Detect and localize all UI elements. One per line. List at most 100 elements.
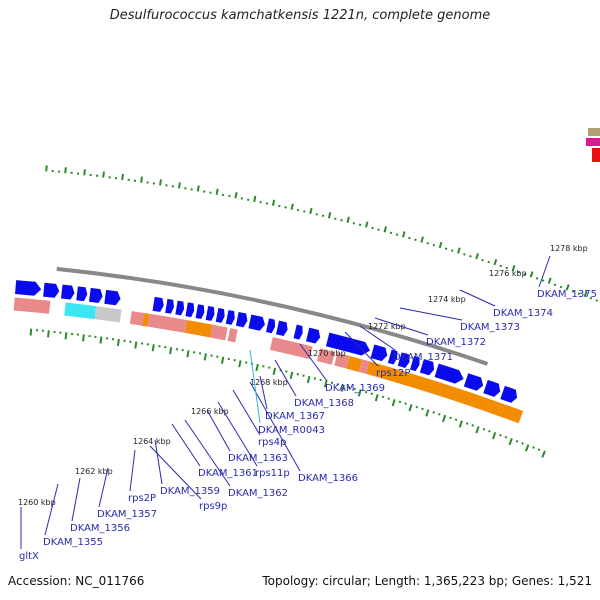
outer-tick (481, 258, 484, 262)
kbp-label: 1278 kbp (550, 244, 588, 253)
kbp-tick-marks: 1260 kbp 1262 kbp 1264 kbp 1266 kbp 1268 kbp… (18, 244, 588, 507)
leader-line (299, 343, 328, 382)
outer-tick (529, 271, 534, 278)
outer-tick (83, 169, 86, 176)
outer-tick (565, 284, 570, 291)
cog-segment-6 (185, 320, 213, 338)
inner-tick (465, 422, 469, 425)
gene-label-0: gltX (19, 551, 39, 562)
outer-tick (383, 226, 388, 233)
inner-tick (438, 412, 441, 416)
outer-tick (401, 231, 406, 238)
outer-dotted-ticks (45, 165, 599, 302)
leader-line (344, 331, 379, 367)
outer-tick (420, 236, 424, 243)
leader-line (399, 307, 463, 321)
gene-label-6: DKAM_1359 (160, 486, 220, 497)
outer-tick (371, 226, 374, 230)
outer-tick (389, 231, 393, 235)
outer-tick (487, 260, 490, 264)
inner-tick (238, 360, 242, 368)
outer-tick (290, 203, 294, 210)
outer-tick (432, 243, 436, 247)
cog-segment-3 (129, 311, 145, 326)
leader-line (206, 409, 231, 452)
feature-red (592, 148, 600, 162)
leader-line (44, 483, 59, 536)
inner-tick (488, 429, 491, 433)
outer-tick (547, 277, 552, 284)
leader-line (359, 325, 396, 351)
outer-tick (177, 182, 181, 189)
leader-line (184, 419, 231, 487)
inner-tick (387, 397, 390, 400)
inner-tick (374, 394, 379, 402)
cds-gene-24 (410, 356, 420, 372)
outer-tick (395, 233, 399, 236)
outer-tick (327, 212, 332, 219)
gene-label-16: DKAM_1369 (325, 383, 385, 394)
leader-line (154, 439, 163, 485)
gene-label-13: DKAM_R0043 (258, 425, 325, 436)
cog-segment-2 (94, 306, 122, 323)
inner-tick (151, 344, 155, 352)
gene-label-17: rps12P (376, 368, 410, 379)
inner-tick (454, 418, 458, 422)
inner-dotted-ticks (29, 328, 546, 458)
inner-tick (425, 409, 430, 417)
outer-tick (426, 242, 429, 245)
inner-tick (330, 381, 334, 385)
cog-segment-4 (142, 312, 150, 327)
cds-gene-27 (463, 373, 484, 391)
cds-gene-20 (325, 332, 370, 356)
inner-tick (289, 371, 294, 379)
inner-tick (353, 387, 356, 391)
inner-tick (272, 367, 277, 375)
outer-tick (595, 299, 599, 302)
cds-gene-19 (306, 327, 321, 344)
kbp-label: 1270 kbp (308, 349, 346, 358)
inner-tick (391, 399, 396, 407)
cds-gene-14 (235, 311, 248, 328)
gene-label-12: DKAM_1366 (298, 473, 358, 484)
outer-tick (64, 167, 67, 174)
inner-tick (364, 390, 368, 394)
cds-gene-15 (248, 314, 265, 331)
outer-tick (499, 264, 503, 268)
gene-label-22: DKAM_1375 (537, 289, 597, 300)
outer-tick (346, 216, 350, 223)
outer-tick (140, 176, 143, 183)
gene-label-18: DKAM_1371 (393, 352, 453, 363)
inner-tick (169, 347, 173, 355)
outer-tick (414, 238, 417, 242)
inner-tick (306, 375, 311, 384)
kbp-label: 1272 kbp (368, 322, 406, 331)
leader-line (149, 445, 202, 500)
cds-gene-10 (195, 304, 205, 320)
cds-gene-17 (276, 320, 288, 336)
outer-tick (215, 188, 219, 195)
cog-segment-13 (358, 359, 370, 374)
outer-tick (159, 179, 162, 186)
inner-tick (515, 440, 519, 443)
inner-tick (415, 405, 419, 409)
gene-label-21: DKAM_1374 (493, 308, 553, 319)
cog-segment-1 (64, 302, 97, 320)
leader-line (249, 381, 301, 472)
outer-tick (377, 228, 380, 231)
inner-tick (482, 428, 486, 431)
leader-line (374, 317, 429, 336)
leader-line (274, 359, 297, 397)
inner-tick (347, 386, 351, 389)
cds-gene-11 (205, 306, 215, 321)
outer-tick (505, 266, 509, 270)
cds-gene-5 (104, 289, 121, 306)
cds-gene-4 (89, 287, 103, 303)
outer-tick (541, 279, 545, 282)
leader-line (71, 477, 81, 522)
cds-gene-9 (185, 302, 195, 318)
gene-label-7: DKAM_1361 (198, 468, 258, 479)
cds-gene-7 (165, 298, 174, 314)
inner-tick (134, 341, 138, 349)
gene-label-4: rps2P (128, 493, 156, 504)
